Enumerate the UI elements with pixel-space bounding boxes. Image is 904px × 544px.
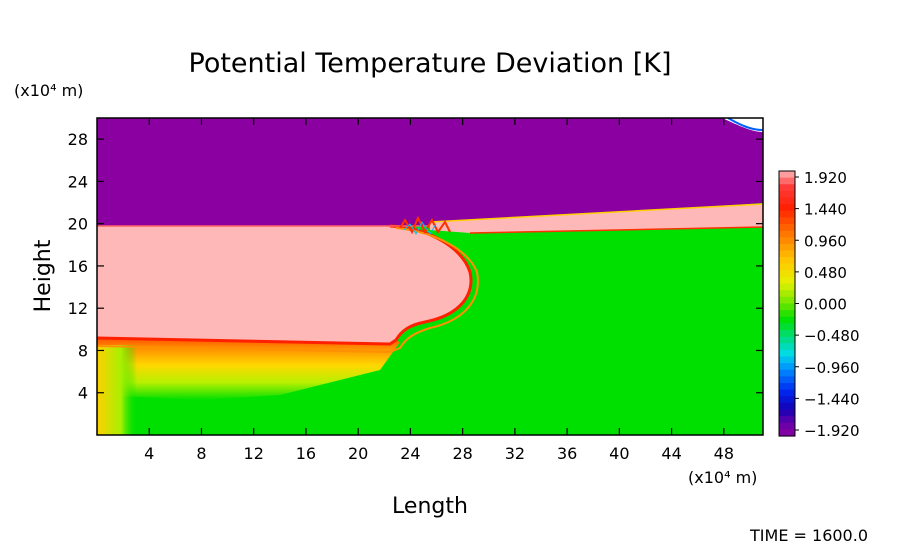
time-label: TIME = 1600.0	[749, 526, 868, 544]
colorbar-label: 1.440	[804, 201, 847, 219]
colorbar-band	[779, 429, 795, 437]
colorbar-band	[779, 303, 795, 311]
colorbar-band	[779, 409, 795, 417]
colorbar-band	[779, 204, 795, 212]
colorbar-label: 0.960	[804, 232, 847, 250]
colorbar-band	[779, 356, 795, 364]
colorbar-band	[779, 296, 795, 305]
colorbar-band	[779, 230, 795, 238]
y-axis-label: Height	[31, 239, 56, 312]
x-tick-label: 24	[400, 444, 420, 463]
colorbar-band	[779, 323, 795, 331]
colorbar-band	[779, 402, 795, 411]
region-warm-pool	[97, 226, 471, 344]
colorbar-band	[779, 330, 795, 338]
colorbar-band	[779, 389, 795, 397]
colorbar-band	[779, 316, 795, 324]
plot-area	[97, 118, 763, 435]
region-left-wedge	[97, 345, 137, 435]
colorbar	[779, 171, 795, 437]
colorbar-band	[779, 217, 795, 225]
colorbar-band	[779, 376, 795, 384]
colorbar-band	[779, 422, 795, 430]
colorbar-band	[779, 270, 795, 278]
colorbar-label: 0.480	[804, 264, 847, 282]
colorbar-band	[779, 283, 795, 291]
x-tick-label: 28	[452, 444, 472, 463]
colorbar-band	[779, 263, 795, 271]
x-unit-label: (x10⁴ m)	[688, 468, 757, 487]
colorbar-label: −0.960	[804, 359, 860, 377]
colorbar-band	[779, 197, 795, 205]
corner-anomaly-edge	[727, 118, 763, 131]
colorbar-band	[779, 310, 795, 318]
colorbar-label: −1.440	[804, 390, 860, 408]
region-upper-layer	[97, 118, 763, 226]
colorbar-labels: 1.920 1.440 0.960 0.480 0.000 −0.480 −0.960 −1.…	[795, 169, 860, 440]
colorbar-band	[779, 336, 795, 344]
colorbar-band	[779, 210, 795, 218]
thin-layer-edge	[429, 203, 763, 223]
colorbar-label: −0.480	[804, 327, 860, 345]
y-tick-label: 28	[68, 130, 88, 149]
x-tick-label: 8	[196, 444, 206, 463]
y-unit-label: (x10⁴ m)	[14, 81, 83, 100]
chart-title: Potential Temperature Deviation [K]	[189, 48, 672, 79]
warm-pool-edge-outer	[97, 227, 479, 354]
colorbar-band	[779, 250, 795, 258]
x-tick-label: 16	[296, 444, 316, 463]
x-tick-label: 36	[557, 444, 577, 463]
plot-frame	[96, 117, 764, 436]
colorbar-band	[779, 363, 795, 371]
y-tick-label: 4	[78, 384, 88, 403]
region-thin-warm-layer	[430, 204, 763, 233]
colorbar-band	[779, 243, 795, 252]
y-tick-label: 8	[78, 341, 88, 360]
colorbar-band	[779, 343, 795, 351]
x-tick-label: 40	[609, 444, 629, 463]
y-tick-label: 16	[68, 257, 88, 276]
colorbar-band	[779, 383, 795, 391]
y-tick-label: 24	[68, 172, 88, 191]
colorbar-band	[779, 257, 795, 265]
x-tick-label: 32	[505, 444, 525, 463]
colorbar-band	[779, 396, 795, 404]
colorbar-label: −1.920	[804, 422, 860, 440]
x-tick-label: 44	[661, 444, 681, 463]
x-tick-label: 48	[714, 444, 734, 463]
wave-patch	[399, 215, 451, 235]
thin-layer-lower-edge	[469, 226, 763, 234]
wave-patch-2	[403, 221, 437, 236]
colorbar-band	[779, 277, 795, 285]
y-tick-label: 12	[68, 299, 88, 318]
colorbar-band	[779, 349, 795, 358]
colorbar-band	[779, 177, 795, 185]
y-tick-label: 20	[68, 215, 88, 234]
colorbar-label: 0.000	[804, 296, 847, 314]
colorbar-band	[779, 190, 795, 199]
x-tick-label: 4	[144, 444, 154, 463]
x-axis: 4 8 12 16 20 24 28 32 36 40 44 48	[144, 118, 734, 463]
colorbar-band	[779, 369, 795, 377]
x-tick-label: 12	[244, 444, 264, 463]
colorbar-band	[779, 237, 795, 245]
x-axis-label: Length	[392, 494, 468, 519]
colorbar-band	[779, 416, 795, 424]
colorbar-band	[779, 224, 795, 232]
x-tick-label: 20	[348, 444, 368, 463]
colorbar-label: 1.920	[804, 169, 847, 187]
colorbar-band	[779, 290, 795, 298]
colorbar-band	[779, 184, 795, 192]
colorbar-band	[779, 171, 795, 179]
y-axis: 4 8 12 16 20 24 28	[68, 130, 763, 403]
